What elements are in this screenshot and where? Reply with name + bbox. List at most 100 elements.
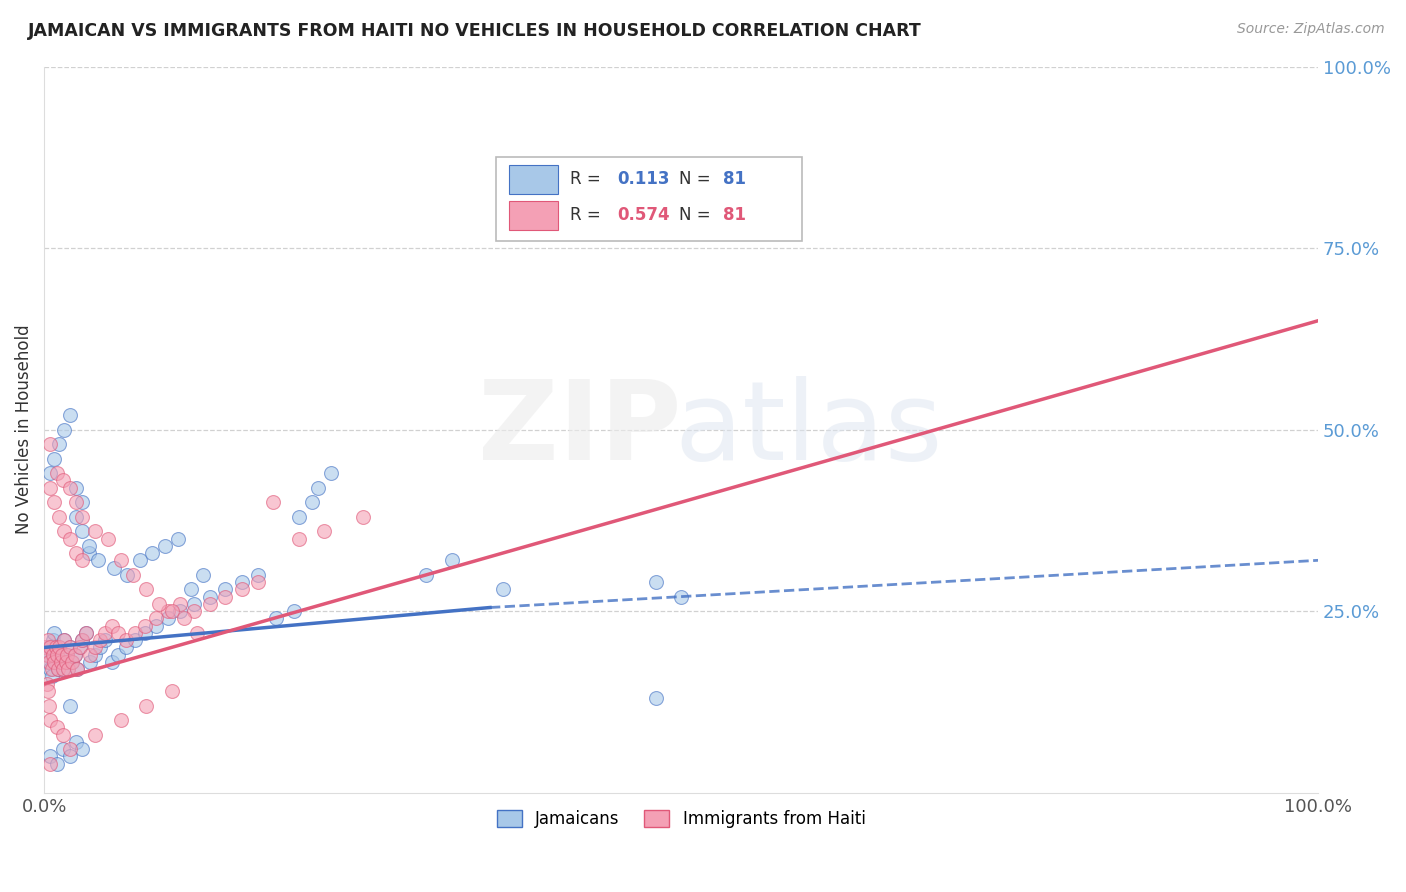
Point	[58, 662, 80, 676]
Point	[45, 640, 67, 655]
Point	[58, 698, 80, 713]
Point	[44, 451, 66, 466]
Point	[42, 648, 65, 662]
Point	[103, 560, 125, 574]
Text: 81: 81	[723, 170, 747, 188]
Point	[58, 640, 80, 655]
Point	[110, 713, 132, 727]
Point	[415, 567, 437, 582]
Point	[60, 655, 83, 669]
Point	[39, 481, 62, 495]
Point	[39, 662, 62, 676]
Point	[45, 648, 67, 662]
Point	[262, 495, 284, 509]
Point	[52, 474, 75, 488]
Text: atlas: atlas	[675, 376, 943, 483]
Point	[77, 546, 100, 560]
Point	[53, 524, 76, 539]
Text: N =: N =	[679, 170, 716, 188]
Text: ZIP: ZIP	[478, 376, 681, 483]
Point	[352, 509, 374, 524]
Point	[51, 648, 73, 662]
Point	[79, 648, 101, 662]
Text: 0.113: 0.113	[617, 170, 669, 188]
Point	[644, 691, 666, 706]
Point	[56, 648, 79, 662]
Point	[44, 626, 66, 640]
Point	[58, 640, 80, 655]
Point	[53, 633, 76, 648]
Point	[63, 648, 86, 662]
Point	[89, 640, 111, 655]
Point	[37, 684, 59, 698]
Point	[107, 648, 129, 662]
Text: R =: R =	[571, 170, 606, 188]
Point	[114, 633, 136, 648]
Point	[128, 553, 150, 567]
Point	[183, 604, 205, 618]
FancyBboxPatch shape	[509, 201, 558, 230]
Point	[60, 655, 83, 669]
Point	[193, 567, 215, 582]
Point	[288, 532, 311, 546]
Point	[39, 640, 62, 655]
Text: 0.574: 0.574	[617, 206, 671, 225]
Point	[53, 633, 76, 648]
FancyBboxPatch shape	[496, 157, 803, 241]
Point	[214, 590, 236, 604]
Point	[53, 423, 76, 437]
Point	[52, 742, 75, 756]
Point	[72, 633, 94, 648]
Text: N =: N =	[679, 206, 716, 225]
Point	[264, 611, 287, 625]
Point	[231, 575, 253, 590]
Point	[160, 684, 183, 698]
Point	[214, 582, 236, 597]
Point	[156, 611, 179, 625]
Point	[72, 633, 94, 648]
Point	[135, 698, 157, 713]
Point	[34, 640, 56, 655]
Point	[84, 640, 107, 655]
Point	[97, 532, 120, 546]
Point	[41, 662, 63, 676]
Point	[301, 495, 323, 509]
Point	[38, 655, 60, 669]
Point	[72, 524, 94, 539]
Point	[100, 618, 122, 632]
Point	[173, 611, 195, 625]
Point	[44, 495, 66, 509]
Point	[180, 582, 202, 597]
Point	[110, 553, 132, 567]
Point	[283, 604, 305, 618]
Legend: Jamaicans, Immigrants from Haiti: Jamaicans, Immigrants from Haiti	[489, 804, 872, 835]
Point	[48, 437, 70, 451]
Point	[72, 553, 94, 567]
Point	[153, 539, 176, 553]
Point	[198, 590, 221, 604]
Point	[148, 597, 170, 611]
Point	[45, 756, 67, 771]
Point	[55, 655, 77, 669]
Point	[186, 626, 208, 640]
Point	[134, 626, 156, 640]
Point	[46, 662, 69, 676]
Point	[39, 437, 62, 451]
Point	[75, 626, 97, 640]
Point	[65, 735, 87, 749]
Point	[41, 669, 63, 683]
Point	[114, 640, 136, 655]
Point	[84, 524, 107, 539]
Point	[94, 633, 117, 648]
Point	[45, 655, 67, 669]
Point	[644, 575, 666, 590]
FancyBboxPatch shape	[509, 165, 558, 194]
Point	[183, 597, 205, 611]
Text: R =: R =	[571, 206, 606, 225]
Text: Source: ZipAtlas.com: Source: ZipAtlas.com	[1237, 22, 1385, 37]
Point	[44, 655, 66, 669]
Point	[45, 466, 67, 480]
Point	[75, 626, 97, 640]
Point	[39, 713, 62, 727]
Point	[79, 655, 101, 669]
